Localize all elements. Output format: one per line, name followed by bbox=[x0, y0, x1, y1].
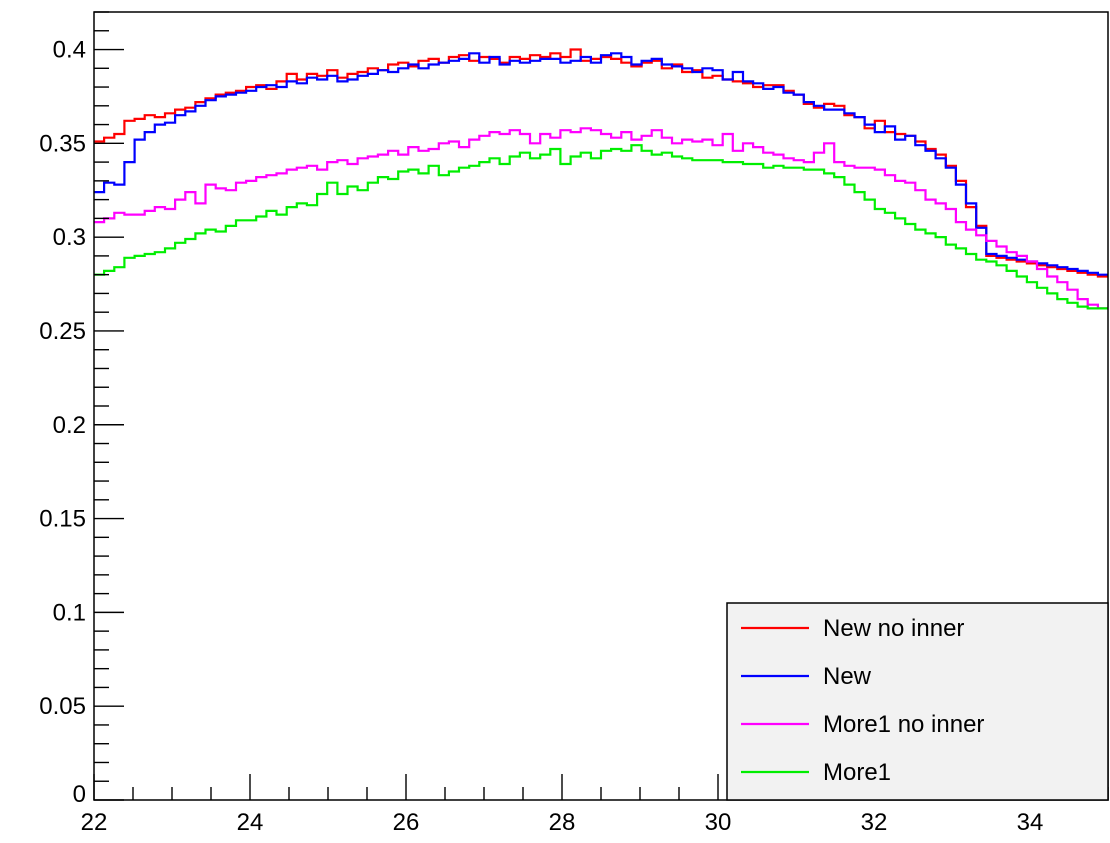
series-line-0 bbox=[94, 48, 1108, 278]
y-tick-label: 0.1 bbox=[53, 599, 86, 626]
y-tick-label: 0.15 bbox=[39, 506, 86, 533]
x-tick-label: 26 bbox=[393, 809, 420, 836]
y-tick-label: 0.4 bbox=[53, 37, 86, 64]
series-line-1 bbox=[94, 52, 1108, 276]
legend-label-0: New no inner bbox=[823, 615, 964, 642]
x-tick-label: 30 bbox=[705, 809, 732, 836]
x-tick-label: 32 bbox=[861, 809, 888, 836]
y-tick-label: 0.25 bbox=[39, 318, 86, 345]
legend-label-3: More1 bbox=[823, 759, 891, 786]
x-tick-label: 24 bbox=[237, 809, 264, 836]
series-layer bbox=[94, 48, 1108, 310]
y-tick-label: 0 bbox=[73, 781, 86, 808]
y-tick-label: 0.2 bbox=[53, 412, 86, 439]
y-tick-label: 0.35 bbox=[39, 130, 86, 157]
x-tick-label: 34 bbox=[1017, 809, 1044, 836]
y-tick-label: 0.3 bbox=[53, 224, 86, 251]
x-tick-label: 22 bbox=[81, 809, 108, 836]
series-line-3 bbox=[94, 144, 1108, 310]
x-tick-label: 28 bbox=[549, 809, 576, 836]
legend: New no inner New More1 no inner More1 bbox=[726, 602, 1109, 801]
series-line-2 bbox=[94, 127, 1108, 310]
legend-box bbox=[726, 602, 1109, 801]
y-tick-label: 0.05 bbox=[39, 693, 86, 720]
legend-label-1: New bbox=[823, 663, 872, 690]
legend-label-2: More1 no inner bbox=[823, 711, 984, 738]
